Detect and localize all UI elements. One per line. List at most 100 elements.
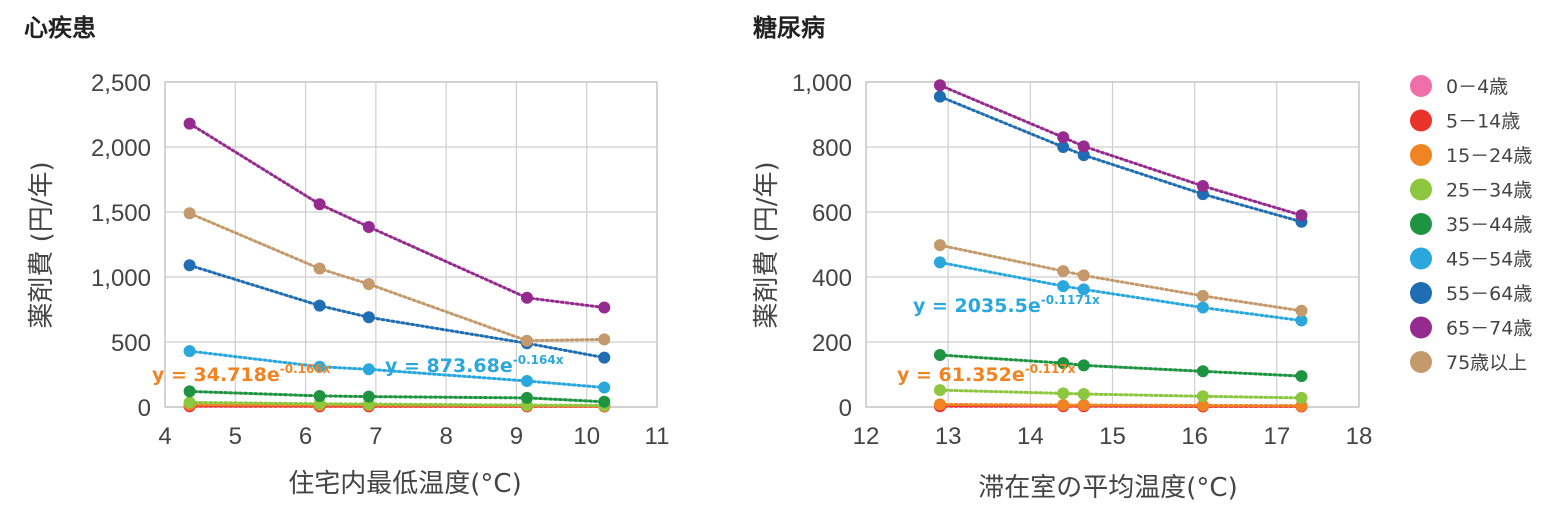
chart1-point-65-74 bbox=[598, 301, 611, 314]
chart2-xtick-label: 13 bbox=[935, 423, 962, 450]
chart2-point-15-24 bbox=[933, 398, 946, 411]
chart2-ytick-label: 0 bbox=[839, 395, 852, 422]
chart2-point-55-64 bbox=[933, 90, 946, 103]
chart1-point-55-64 bbox=[183, 259, 196, 272]
chart2-point-45-54 bbox=[933, 256, 946, 269]
chart1-ytick-label: 0 bbox=[138, 395, 151, 422]
chart2-ytick-label: 200 bbox=[812, 330, 852, 357]
chart1-xlabel: 住宅内最低温度(°C) bbox=[288, 469, 521, 499]
chart2-point-75+ bbox=[1196, 289, 1209, 302]
legend-label-15-24: 15－24歳 bbox=[1446, 145, 1532, 167]
chart2-equation: y = 2035.5e-0.1171x bbox=[913, 293, 1100, 317]
chart2-point-65-74 bbox=[1077, 140, 1090, 153]
chart1-point-75+ bbox=[520, 334, 533, 347]
legend-swatch-35-44 bbox=[1410, 213, 1432, 235]
chart1-point-45-54 bbox=[520, 375, 533, 387]
chart1-ytick-label: 2,500 bbox=[91, 70, 151, 97]
chart1-point-35-44 bbox=[520, 391, 533, 404]
legend-swatch-0-4 bbox=[1410, 75, 1432, 97]
chart2-point-15-24 bbox=[1077, 399, 1090, 412]
chart2-plot: 12 13 14 15 16 17 18 0 200 400 600 800 1,000 y = 61.3… bbox=[792, 70, 1372, 450]
chart1-ytick-label: 2,000 bbox=[91, 135, 151, 162]
legend-swatch-65-74 bbox=[1410, 316, 1432, 339]
chart1-trendline-65-74 bbox=[188, 122, 606, 310]
chart2-point-45-54 bbox=[1077, 283, 1090, 296]
chart1-xtick-label: 7 bbox=[369, 423, 382, 450]
chart1-point-35-44 bbox=[598, 395, 611, 408]
legend-label-45-54: 45－54歳 bbox=[1446, 249, 1532, 271]
chart2-xtick-label: 17 bbox=[1263, 423, 1290, 450]
chart1-equation-base: y = 873.68e bbox=[385, 355, 513, 377]
chart1-xtick-label: 9 bbox=[510, 423, 523, 450]
chart2-equation-exponent: -0.1171x bbox=[1041, 293, 1100, 307]
chart1-point-75+ bbox=[362, 278, 375, 291]
chart2-point-55-64 bbox=[1057, 141, 1070, 153]
chart1-point-35-44 bbox=[313, 389, 326, 402]
chart1-plot: 4 5 6 7 8 9 10 11 0 500 1,000 1,500 2,000 2,500 y = 34… bbox=[91, 70, 670, 450]
legend-swatch-45-54 bbox=[1410, 247, 1432, 270]
chart1-equation: y = 873.68e-0.164x bbox=[385, 353, 564, 377]
chart1-point-55-64 bbox=[362, 311, 375, 324]
chart1-point-25-34 bbox=[183, 396, 196, 409]
legend-label-5-14: 5－14歳 bbox=[1446, 111, 1520, 133]
chart2-xtick-label: 15 bbox=[1099, 423, 1126, 450]
chart1-ylabel: 薬剤費 (円/年) bbox=[27, 161, 57, 328]
legend: 0－4歳 5－14歳 15－24歳 25－34歳 35－44歳 45－54歳 55－64歳 6… bbox=[1410, 75, 1532, 374]
chart2-title: 糖尿病 bbox=[753, 14, 825, 42]
chart2-equation-base: y = 2035.5e bbox=[913, 295, 1041, 317]
chart1-xtick-label: 10 bbox=[573, 423, 600, 450]
chart2-point-35-44 bbox=[1196, 365, 1209, 378]
chart2-point-65-74 bbox=[1196, 180, 1209, 192]
chart2-equation-base: y = 61.352e bbox=[897, 364, 1025, 386]
chart2-point-45-54 bbox=[1295, 314, 1308, 327]
legend-label-0-4: 0－4歳 bbox=[1446, 76, 1508, 98]
chart2-point-45-54 bbox=[1057, 280, 1070, 293]
chart1-point-45-54 bbox=[183, 345, 196, 358]
chart1-point-35-44 bbox=[362, 390, 375, 403]
chart2-point-25-34 bbox=[933, 384, 946, 397]
chart2-ytick-label: 600 bbox=[812, 200, 852, 227]
chart2-ytick-label: 800 bbox=[812, 135, 852, 162]
chart2-trendline-65-74 bbox=[938, 83, 1303, 217]
chart1-point-75+ bbox=[313, 262, 326, 275]
chart2-point-75+ bbox=[933, 239, 946, 252]
chart1-point-75+ bbox=[183, 207, 196, 220]
chart1-point-45-54 bbox=[313, 360, 326, 373]
legend-swatch-55-64 bbox=[1410, 282, 1432, 304]
chart2-point-35-44 bbox=[1295, 370, 1308, 383]
chart2-ytick-label: 400 bbox=[812, 265, 852, 292]
chart1-point-65-74 bbox=[183, 117, 196, 130]
chart2-point-75+ bbox=[1057, 265, 1070, 278]
chart1-xtick-label: 5 bbox=[229, 423, 242, 450]
chart1-equation-exponent: -0.166x bbox=[280, 362, 331, 376]
chart2-point-45-54 bbox=[1196, 301, 1209, 314]
chart1-point-65-74 bbox=[313, 198, 326, 211]
chart2-ylabel: 薬剤費 (円/年) bbox=[752, 161, 782, 328]
chart1-title: 心疾患 bbox=[24, 14, 96, 42]
chart1-point-45-54 bbox=[362, 363, 375, 376]
chart1-xtick-label: 6 bbox=[299, 423, 312, 450]
legend-label-35-44: 35－44歳 bbox=[1446, 214, 1532, 236]
chart1-xtick-label: 8 bbox=[439, 423, 452, 450]
chart1-equation: y = 34.718e-0.166x bbox=[152, 362, 331, 386]
chart2-point-25-34 bbox=[1057, 387, 1070, 400]
chart1-point-75+ bbox=[598, 333, 611, 346]
legend-swatch-25-34 bbox=[1410, 178, 1432, 201]
legend-label-65-74: 65－74歳 bbox=[1446, 318, 1532, 340]
chart2-point-75+ bbox=[1295, 304, 1308, 317]
chart2-point-55-64 bbox=[1077, 149, 1090, 162]
chart2-point-65-74 bbox=[933, 79, 946, 92]
chart2-xtick-label: 14 bbox=[1017, 423, 1044, 450]
legend-swatch-5-14 bbox=[1410, 109, 1432, 132]
chart2-point-75+ bbox=[1077, 269, 1090, 282]
chart2-xtick-label: 16 bbox=[1181, 423, 1208, 450]
chart1-point-45-54 bbox=[598, 381, 611, 394]
chart2-point-65-74 bbox=[1295, 209, 1308, 222]
chart1-trendline-55-64 bbox=[188, 263, 606, 360]
chart2-xtick-label: 12 bbox=[853, 423, 880, 450]
chart2-point-65-74 bbox=[1057, 131, 1070, 144]
chart1-trendline-35-44 bbox=[188, 389, 606, 404]
chart1-point-65-74 bbox=[362, 220, 375, 233]
legend-label-25-34: 25－34歳 bbox=[1446, 180, 1532, 202]
